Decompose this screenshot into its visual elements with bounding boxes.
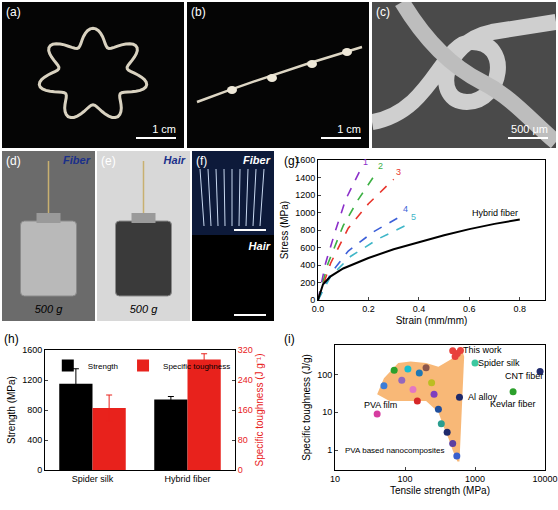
svg-text:0.6: 0.6 [463,304,476,314]
svg-text:(i): (i) [284,332,295,346]
svg-text:PVA film: PVA film [364,400,397,410]
svg-text:3: 3 [396,167,401,177]
html-text:Fiber: Fiber [243,154,270,166]
svg-text:CNT fiber: CNT fiber [505,371,543,381]
svg-text:Strength (MPa): Strength (MPa) [6,376,17,444]
svg-text:0.2: 0.2 [362,304,375,314]
svg-text:Spider silk: Spider silk [72,474,114,484]
svg-text:160: 160 [238,405,253,415]
svg-text:Spider silk: Spider silk [478,358,520,368]
html-text:Hair: Hair [248,240,270,252]
svg-text:Strength: Strength [88,362,118,371]
svg-text:800: 800 [300,225,315,235]
svg-text:400: 400 [27,435,42,445]
html-text:(c): (c) [376,5,390,19]
svg-text:4: 4 [403,204,408,214]
html-text:(a): (a) [6,5,21,19]
svg-text:1: 1 [363,157,368,167]
svg-text:(h): (h) [4,332,19,346]
svg-text:0: 0 [37,465,42,475]
html-text:(b): (b) [191,5,206,19]
svg-text:320: 320 [238,345,253,355]
svg-text:Specific toughness (J/g): Specific toughness (J/g) [301,354,312,461]
svg-text:1600: 1600 [295,155,315,165]
svg-text:0.4: 0.4 [413,304,426,314]
svg-text:(g): (g) [284,154,299,168]
svg-text:0: 0 [238,465,243,475]
svg-text:Hybrid fiber: Hybrid fiber [472,208,518,218]
svg-text:10: 10 [330,474,340,484]
html-text:500 g: 500 g [129,303,158,315]
svg-text:0.8: 0.8 [514,304,527,314]
svg-text:200: 200 [300,278,315,288]
svg-text:400: 400 [300,260,315,270]
svg-text:0.0: 0.0 [312,304,325,314]
svg-text:1200: 1200 [22,375,42,385]
svg-text:10: 10 [322,407,332,417]
svg-text:1200: 1200 [295,190,315,200]
html-text:Fiber: Fiber [63,154,90,166]
svg-text:Specific toughness: Specific toughness [163,362,230,371]
svg-text:10000: 10000 [532,474,557,484]
svg-text:240: 240 [238,375,253,385]
svg-text:Stress (MPa): Stress (MPa) [279,201,290,259]
svg-text:Al alloy: Al alloy [468,392,498,402]
html-text:(e): (e) [101,154,116,168]
svg-text:Hybrid fiber: Hybrid fiber [164,474,210,484]
svg-text:Tensile strength (MPa): Tensile strength (MPa) [390,485,490,496]
svg-text:2: 2 [378,161,383,171]
svg-text:Strain (mm/mm): Strain (mm/mm) [396,315,468,326]
svg-text:1000: 1000 [295,208,315,218]
svg-text:5: 5 [411,212,416,222]
svg-text:Kevlar fiber: Kevlar fiber [490,399,536,409]
html-text:1 cm: 1 cm [337,123,361,135]
html-text:(d): (d) [6,154,21,168]
svg-text:800: 800 [27,405,42,415]
svg-text:1000: 1000 [465,474,485,484]
svg-text:1400: 1400 [295,173,315,183]
html-text:500 g: 500 g [34,303,63,315]
html-text:Hair: Hair [163,154,185,166]
svg-text:PVA based nanocomposites: PVA based nanocomposites [345,446,444,455]
html-text:1 cm: 1 cm [152,123,176,135]
svg-text:Specific toughness (J g⁻¹): Specific toughness (J g⁻¹) [254,353,265,466]
svg-text:1: 1 [327,445,332,455]
html-text:(f): (f) [196,154,208,168]
html-text:500 μm: 500 μm [511,123,548,135]
svg-text:100: 100 [397,474,412,484]
svg-text:600: 600 [300,243,315,253]
svg-text:1600: 1600 [22,345,42,355]
svg-text:0: 0 [310,295,315,305]
svg-text:This work: This work [463,345,502,355]
svg-text:100: 100 [317,370,332,380]
svg-text:80: 80 [238,435,248,445]
